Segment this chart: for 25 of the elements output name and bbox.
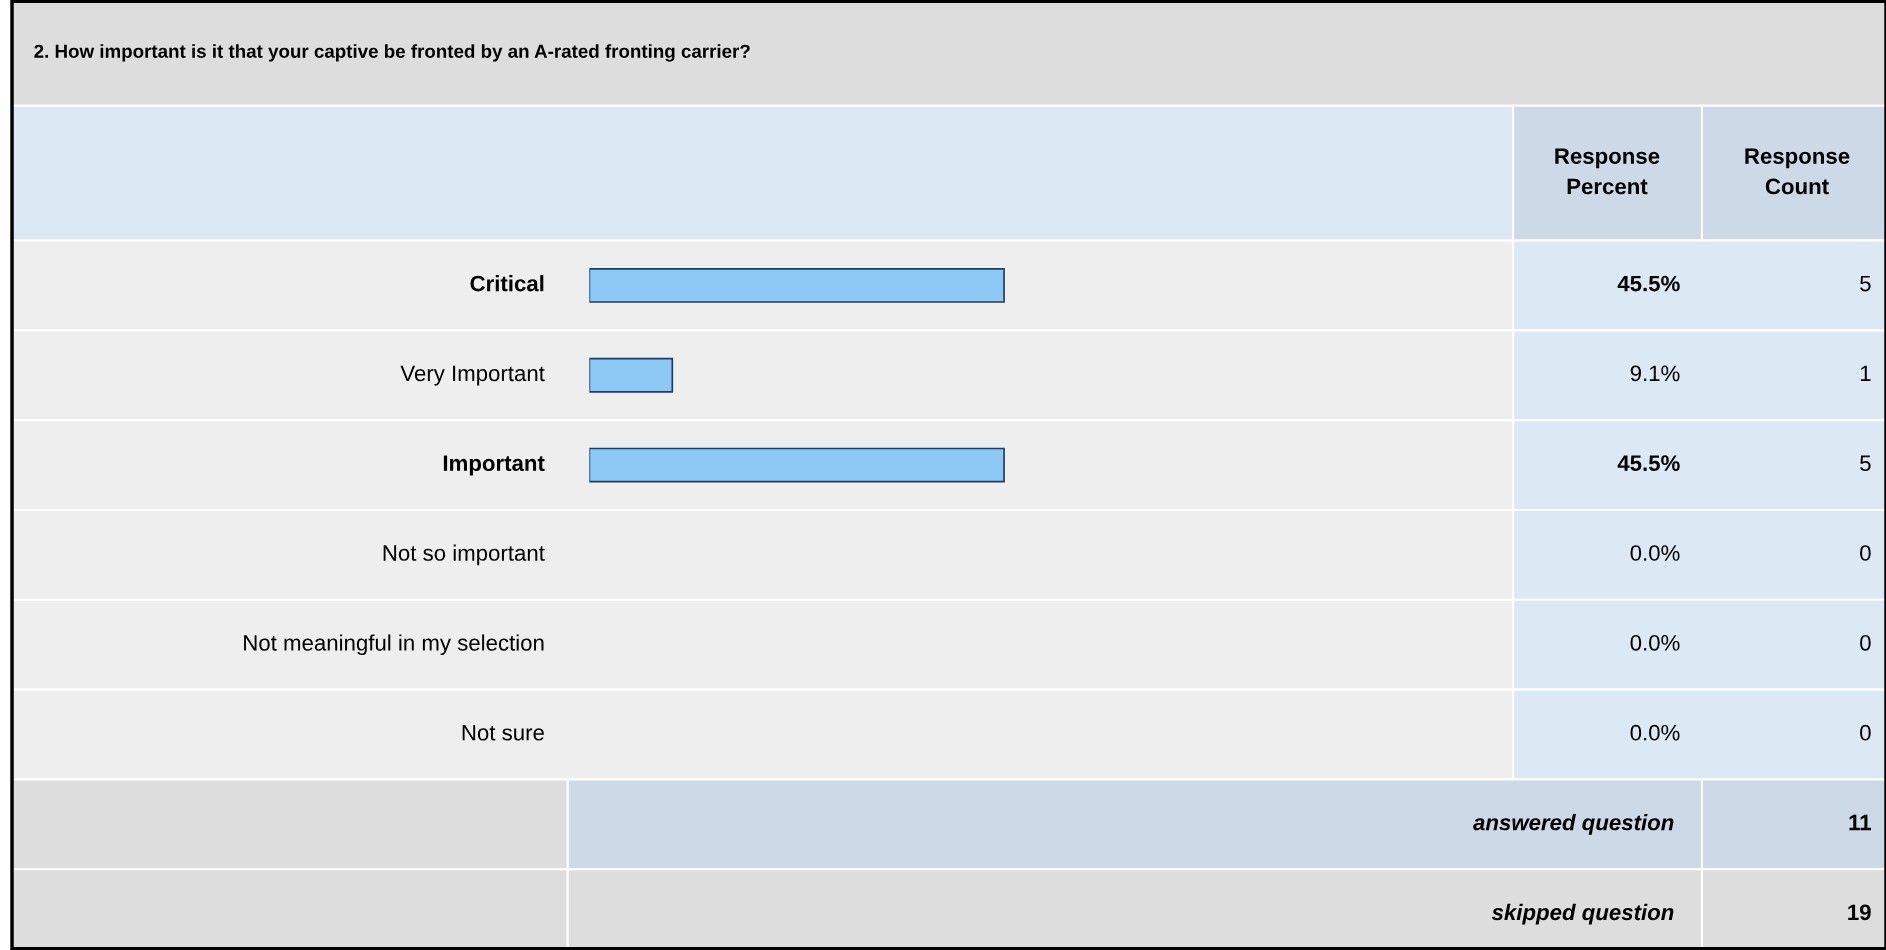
text: 0 [1860, 634, 1871, 651]
text: 5 [1860, 275, 1871, 292]
text: 0 [1860, 724, 1871, 741]
data-label: 9.1% [1630, 365, 1680, 382]
data-label: 45.5% [1617, 275, 1680, 292]
text: 1 [1860, 365, 1871, 381]
y-tick-label: Important [443, 455, 545, 476]
text: answered question [1473, 814, 1674, 835]
text: 11 [1849, 814, 1871, 831]
y-tick-label: Not meaningful in my selection [244, 634, 544, 656]
text: skipped question [1491, 903, 1674, 925]
data-label: 0.0% [1630, 634, 1680, 651]
y-tick-label: Very Important [400, 365, 545, 386]
text: 2. How important is it that your captive be fronted by an A-rated fronting carrier? [34, 44, 750, 62]
text: 0 [1860, 545, 1871, 561]
text: Response Percent [1555, 148, 1660, 195]
y-tick-label: Not sure [462, 725, 544, 741]
text: 5 [1860, 455, 1871, 472]
text: 19 [1848, 904, 1871, 921]
text: Response Count [1745, 148, 1850, 195]
data-label: 0.0% [1630, 724, 1680, 741]
data-label: 0.0% [1630, 545, 1680, 561]
data-label: 45.5% [1617, 455, 1680, 472]
y-tick-label: Critical [470, 275, 544, 292]
y-tick-label: Not so important [383, 544, 545, 566]
